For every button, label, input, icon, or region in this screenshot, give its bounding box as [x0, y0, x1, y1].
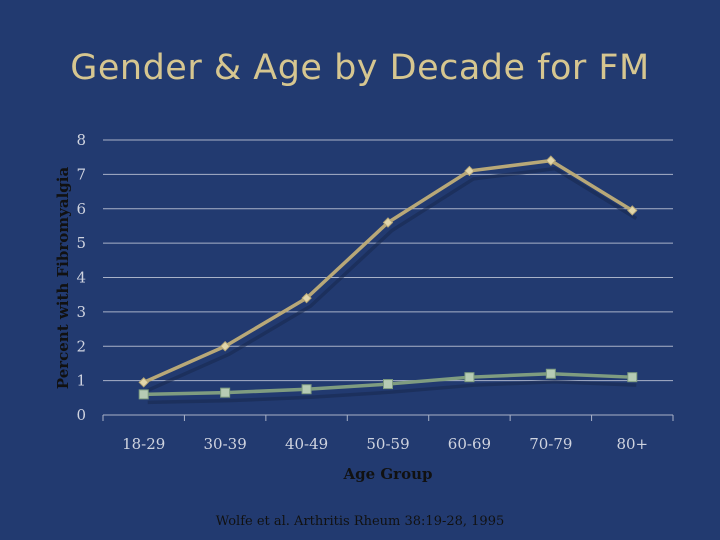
data-point-square	[627, 372, 638, 383]
axes	[102, 414, 674, 421]
y-tick-labels: 0 1 2 3 4 5 6 7 8	[76, 131, 86, 424]
x-tick-label: 60-69	[448, 435, 491, 453]
citation: Wolfe et al. Arthritis Rheum 38:19-28, 1…	[215, 514, 505, 529]
y-tick-label: 5	[76, 234, 86, 252]
data-point-square	[138, 389, 149, 400]
series-line-shadow	[147, 379, 637, 405]
x-tick-label: 50-59	[366, 435, 409, 453]
data-point-diamond	[138, 377, 149, 388]
y-tick-label: 8	[76, 131, 86, 149]
slide-title: Gender & Age by Decade for FM	[70, 48, 650, 88]
y-tick-label: 6	[76, 200, 86, 218]
data-point-diamond	[627, 205, 638, 216]
data-point-diamond	[464, 165, 475, 177]
series-line	[143, 158, 634, 384]
y-axis-label: Percent with Fibromyalgia	[54, 167, 72, 390]
y-tick-label: 2	[76, 337, 86, 355]
x-tick-labels: 18-29 30-39 40-49 50-59 60-69 70-79 80+	[122, 435, 648, 453]
y-tick-label: 4	[76, 269, 86, 287]
y-tick-label: 1	[76, 372, 86, 390]
data-point-diamond	[301, 292, 312, 304]
data-point-square	[220, 387, 231, 398]
series-line-shadow	[147, 166, 638, 392]
x-tick-label: 40-49	[285, 435, 328, 453]
data-point-square	[545, 368, 556, 379]
x-tick-label: 80+	[616, 435, 648, 453]
y-tick-label: 0	[76, 406, 86, 424]
y-tick-label: 3	[76, 303, 86, 321]
x-tick-label: 18-29	[122, 435, 165, 453]
x-tick-label: 30-39	[204, 435, 247, 453]
data-point-square	[383, 379, 393, 390]
data-point-diamond	[219, 341, 231, 352]
data-point-square	[301, 384, 312, 395]
series-1	[138, 155, 638, 392]
series-2	[138, 368, 638, 405]
x-tick-label: 70-79	[529, 435, 572, 453]
gridlines	[103, 139, 673, 382]
data-point-diamond	[545, 155, 557, 166]
data-series	[138, 155, 638, 405]
data-point-square	[464, 372, 475, 383]
data-point-diamond	[382, 217, 394, 228]
x-axis-label: Age Group	[342, 465, 432, 483]
y-tick-label: 7	[76, 165, 86, 183]
